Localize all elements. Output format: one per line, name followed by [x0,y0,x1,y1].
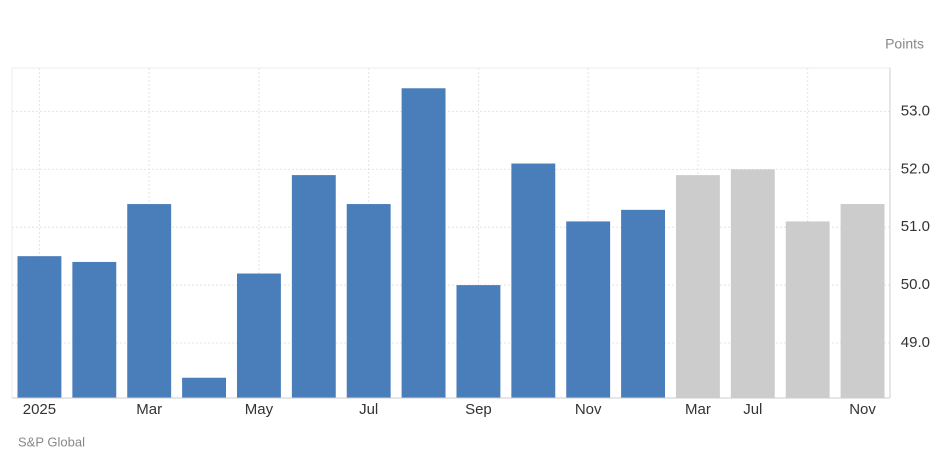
y-tick-label: 49.0 [901,334,930,351]
bar [566,221,611,398]
bar [511,163,556,398]
source: S&P Global [18,434,85,449]
x-tick-label: Mar [136,401,162,418]
x-tick-label: Mar [685,401,711,418]
y-tick-label: 52.0 [901,160,930,177]
x-tick-label: Sep [465,401,492,418]
x-tick-label: Nov [575,401,602,418]
unit-label: Points [885,36,924,52]
bar [182,377,227,398]
bar [401,88,446,399]
x-tick-label: 2025 [23,401,56,418]
y-tick-label: 51.0 [901,218,930,235]
bar [236,273,281,398]
bar [730,169,775,398]
bar [127,204,172,398]
y-tick-label: 50.0 [901,276,930,293]
bar [291,175,336,398]
bar [840,204,885,398]
bar [17,256,62,398]
x-tick-label: Jul [359,401,378,418]
y-tick-label: 53.0 [901,102,930,119]
bar [72,261,117,398]
bar [346,204,391,398]
bar [456,285,501,398]
bar [785,221,830,398]
x-tick-label: May [245,401,274,418]
bar [621,209,666,398]
bar [675,175,720,398]
x-tick-label: Jul [743,401,762,418]
x-tick-label: Nov [849,401,876,418]
